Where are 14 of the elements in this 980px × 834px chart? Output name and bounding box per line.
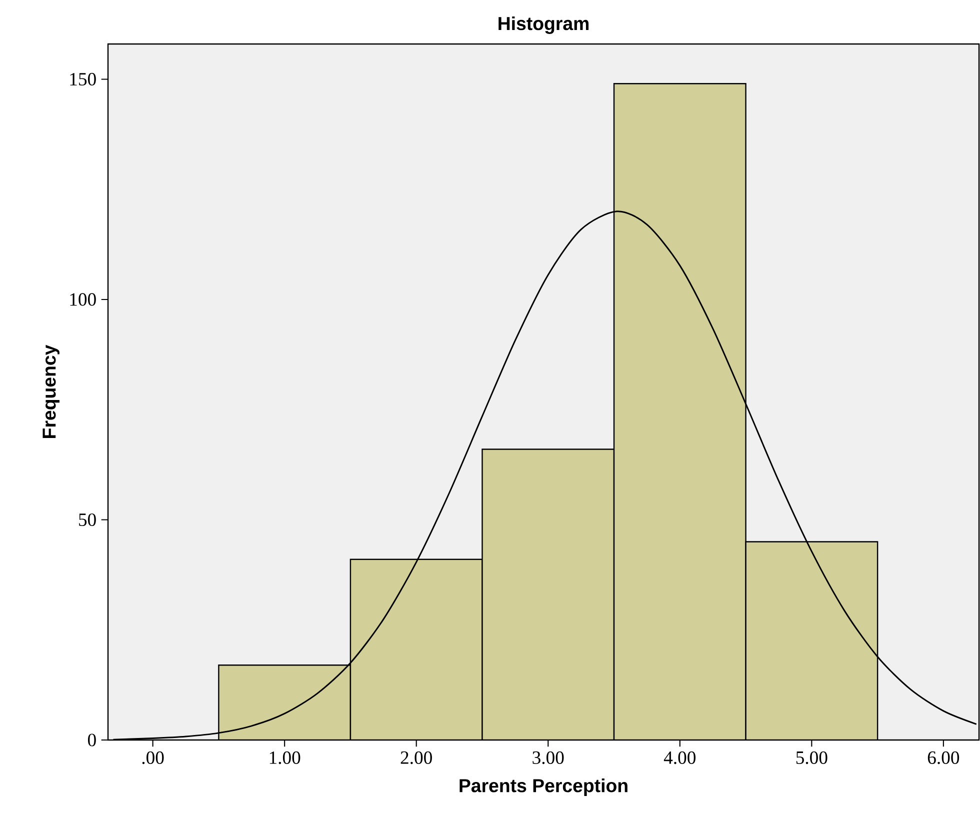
y-tick-label: 0 (88, 734, 96, 746)
x-tick-label: 6.00 (928, 751, 960, 764)
x-tick-label: 2.00 (400, 751, 432, 764)
chart-title: Histogram (498, 16, 589, 34)
x-tick-label: 5.00 (796, 751, 828, 764)
y-tick-label: 50 (79, 513, 96, 526)
x-tick-label: .00 (142, 751, 164, 764)
x-tick-label: 1.00 (270, 751, 300, 764)
y-axis-title: Frequency (42, 344, 60, 438)
y-tick-label: 150 (70, 72, 96, 86)
x-tick-label: 4.00 (664, 751, 696, 764)
x-tick-label: 3.00 (532, 751, 564, 764)
y-tick-label: 100 (70, 293, 96, 306)
x-axis-title: Parents Perception (460, 778, 628, 796)
